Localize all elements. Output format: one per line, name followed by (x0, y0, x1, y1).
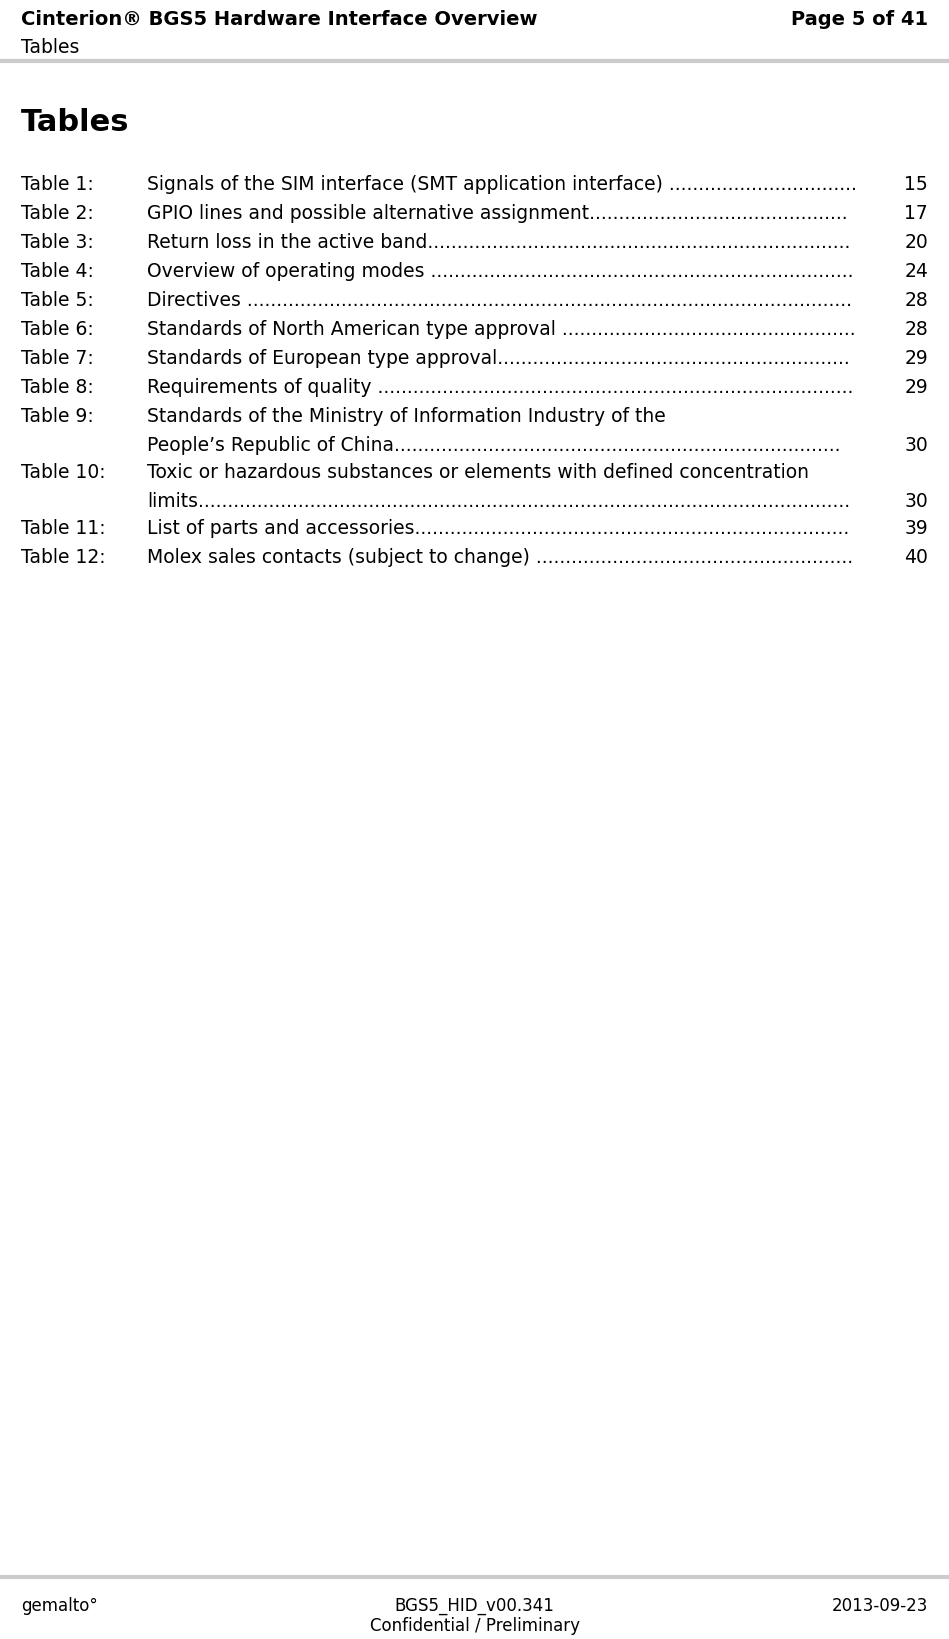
Text: Table 4:: Table 4: (21, 262, 94, 280)
Text: 29: 29 (904, 377, 928, 397)
Text: Signals of the SIM interface (SMT application interface) .......................: Signals of the SIM interface (SMT applic… (147, 175, 857, 193)
Text: Tables: Tables (21, 38, 80, 57)
Text: Table 5:: Table 5: (21, 290, 94, 310)
Text: Table 7:: Table 7: (21, 349, 94, 367)
Text: 2013-09-23: 2013-09-23 (831, 1596, 928, 1614)
Text: 28: 28 (904, 320, 928, 339)
Text: Toxic or hazardous substances or elements with defined concentration: Toxic or hazardous substances or element… (147, 462, 809, 482)
Text: 28: 28 (904, 290, 928, 310)
Text: Directives .....................................................................: Directives .............................… (147, 290, 852, 310)
Text: 29: 29 (904, 349, 928, 367)
Text: 40: 40 (904, 547, 928, 567)
Text: 20: 20 (904, 233, 928, 252)
Text: Tables: Tables (21, 108, 129, 138)
Text: Confidential / Preliminary: Confidential / Preliminary (369, 1616, 580, 1634)
Text: Standards of the Ministry of Information Industry of the: Standards of the Ministry of Information… (147, 406, 666, 426)
Text: Table 11:: Table 11: (21, 518, 105, 538)
Text: Table 3:: Table 3: (21, 233, 94, 252)
Text: Overview of operating modes ....................................................: Overview of operating modes ............… (147, 262, 853, 280)
Text: List of parts and accessories...................................................: List of parts and accessories...........… (147, 518, 849, 538)
Text: Standards of European type approval.............................................: Standards of European type approval.....… (147, 349, 850, 367)
Text: 15: 15 (904, 175, 928, 193)
Text: Table 12:: Table 12: (21, 547, 105, 567)
Text: Table 6:: Table 6: (21, 320, 94, 339)
Text: Molex sales contacts (subject to change) .......................................: Molex sales contacts (subject to change)… (147, 547, 853, 567)
Text: Return loss in the active band..................................................: Return loss in the active band..........… (147, 233, 850, 252)
Text: 39: 39 (904, 518, 928, 538)
Text: 24: 24 (904, 262, 928, 280)
Text: Requirements of quality ........................................................: Requirements of quality ................… (147, 377, 853, 397)
Text: People’s Republic of China......................................................: People’s Republic of China..............… (147, 436, 841, 454)
Text: 30: 30 (904, 436, 928, 454)
Text: gemalto°: gemalto° (21, 1596, 98, 1614)
Text: GPIO lines and possible alternative assignment..................................: GPIO lines and possible alternative assi… (147, 203, 847, 223)
Text: Table 10:: Table 10: (21, 462, 105, 482)
Text: Table 8:: Table 8: (21, 377, 94, 397)
Text: Standards of North American type approval ......................................: Standards of North American type approva… (147, 320, 856, 339)
Text: Table 9:: Table 9: (21, 406, 94, 426)
Text: limits..........................................................................: limits..................................… (147, 492, 850, 511)
Text: 17: 17 (904, 203, 928, 223)
Text: 30: 30 (904, 492, 928, 511)
Text: Cinterion® BGS5 Hardware Interface Overview: Cinterion® BGS5 Hardware Interface Overv… (21, 10, 537, 30)
Text: Page 5 of 41: Page 5 of 41 (791, 10, 928, 30)
Text: Table 2:: Table 2: (21, 203, 94, 223)
Text: Table 1:: Table 1: (21, 175, 94, 193)
Text: BGS5_HID_v00.341: BGS5_HID_v00.341 (395, 1596, 554, 1614)
